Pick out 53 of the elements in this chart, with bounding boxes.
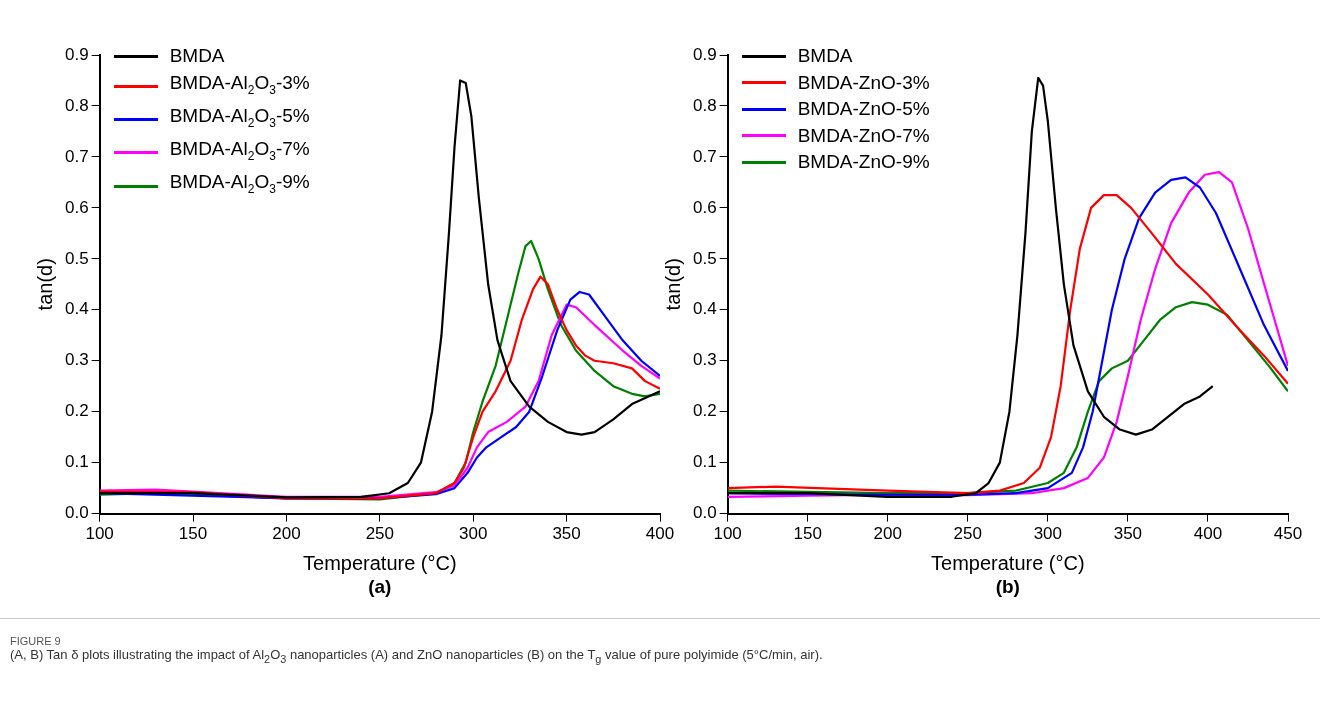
x-axis-title: Temperature (°C) xyxy=(931,551,1085,574)
x-tick-label: 300 xyxy=(459,524,488,544)
legend-label: BMDA-Al$_{2}$O$_{3}$-3% xyxy=(169,70,310,99)
y-tick-label: 0.3 xyxy=(64,350,89,370)
y-tick-label: 0.8 xyxy=(692,95,717,115)
y-axis-title: tan(d) xyxy=(661,258,684,311)
x-tick-label: 150 xyxy=(793,524,822,544)
y-tick-label: 0.4 xyxy=(692,299,717,319)
x-tick-label: 400 xyxy=(1193,524,1223,544)
y-tick-label: 0.4 xyxy=(64,299,89,319)
x-tick-label: 200 xyxy=(873,524,902,544)
x-axis-title: Temperature (°C) xyxy=(303,551,457,574)
y-tick-label: 0.1 xyxy=(64,452,89,472)
legend-label: BMDA-ZnO-5% xyxy=(797,97,930,121)
legend-label: BMDA-Al$_{2}$O$_{3}$-5% xyxy=(169,103,310,132)
legend-label: BMDA-Al$_{2}$O$_{3}$-7% xyxy=(169,137,310,165)
x-tick-label: 400 xyxy=(645,524,675,544)
x-tick-label: 150 xyxy=(178,524,208,544)
y-tick-label: 0.9 xyxy=(692,44,717,64)
x-tick-label: 250 xyxy=(953,524,982,544)
x-tick-label: 450 xyxy=(1273,524,1303,544)
legend-label: BMDA xyxy=(797,44,853,68)
y-tick-label: 0.5 xyxy=(64,248,89,268)
caption: FIGURE 9 xyxy=(10,635,62,647)
x-tick-label: 300 xyxy=(1033,524,1063,544)
x-tick-label: 350 xyxy=(552,524,581,544)
legend-label: BMDA-Al$_{2}$O$_{3}$-9% xyxy=(169,170,310,199)
x-tick-label: 350 xyxy=(1113,524,1143,544)
text: (A, B) Tan δ plots illustrating the impact of Al$_{2}$O$_{3}$ nanoparticles (A) and ZnO nanoparticles (B) on the T$_{g}$ value of pure polyimide (5°C/min, air). xyxy=(10,647,824,665)
y-tick-label: 0.6 xyxy=(692,197,717,217)
x-tick-label: 200 xyxy=(272,524,301,544)
y-tick-label: 0.3 xyxy=(692,350,717,370)
legend-label: BMDA-ZnO-3% xyxy=(797,70,930,95)
y-tick-label: 0.9 xyxy=(64,44,89,64)
y-tick-label: 0.7 xyxy=(64,146,89,166)
x-tick-label: 250 xyxy=(365,524,394,544)
y-tick-label: 0.0 xyxy=(692,503,717,523)
y-tick-label: 0.7 xyxy=(692,146,717,166)
legend-label: BMDA-ZnO-7% xyxy=(797,123,930,148)
y-axis-title: tan(d) xyxy=(33,258,56,311)
text: (b) xyxy=(994,576,1021,598)
legend-label: BMDA xyxy=(169,44,225,68)
y-tick-label: 0.8 xyxy=(64,95,89,115)
x-tick-label: 100 xyxy=(85,524,114,544)
y-tick-label: 0.5 xyxy=(692,248,717,268)
x-tick-label: 100 xyxy=(713,524,742,544)
y-tick-label: 0.2 xyxy=(64,401,89,421)
text: (a) xyxy=(367,576,393,598)
legend-label: BMDA-ZnO-9% xyxy=(797,150,930,174)
y-tick-label: 0.0 xyxy=(64,503,89,523)
y-tick-label: 0.1 xyxy=(692,452,717,472)
y-tick-label: 0.2 xyxy=(692,401,717,421)
y-tick-label: 0.6 xyxy=(64,197,89,217)
